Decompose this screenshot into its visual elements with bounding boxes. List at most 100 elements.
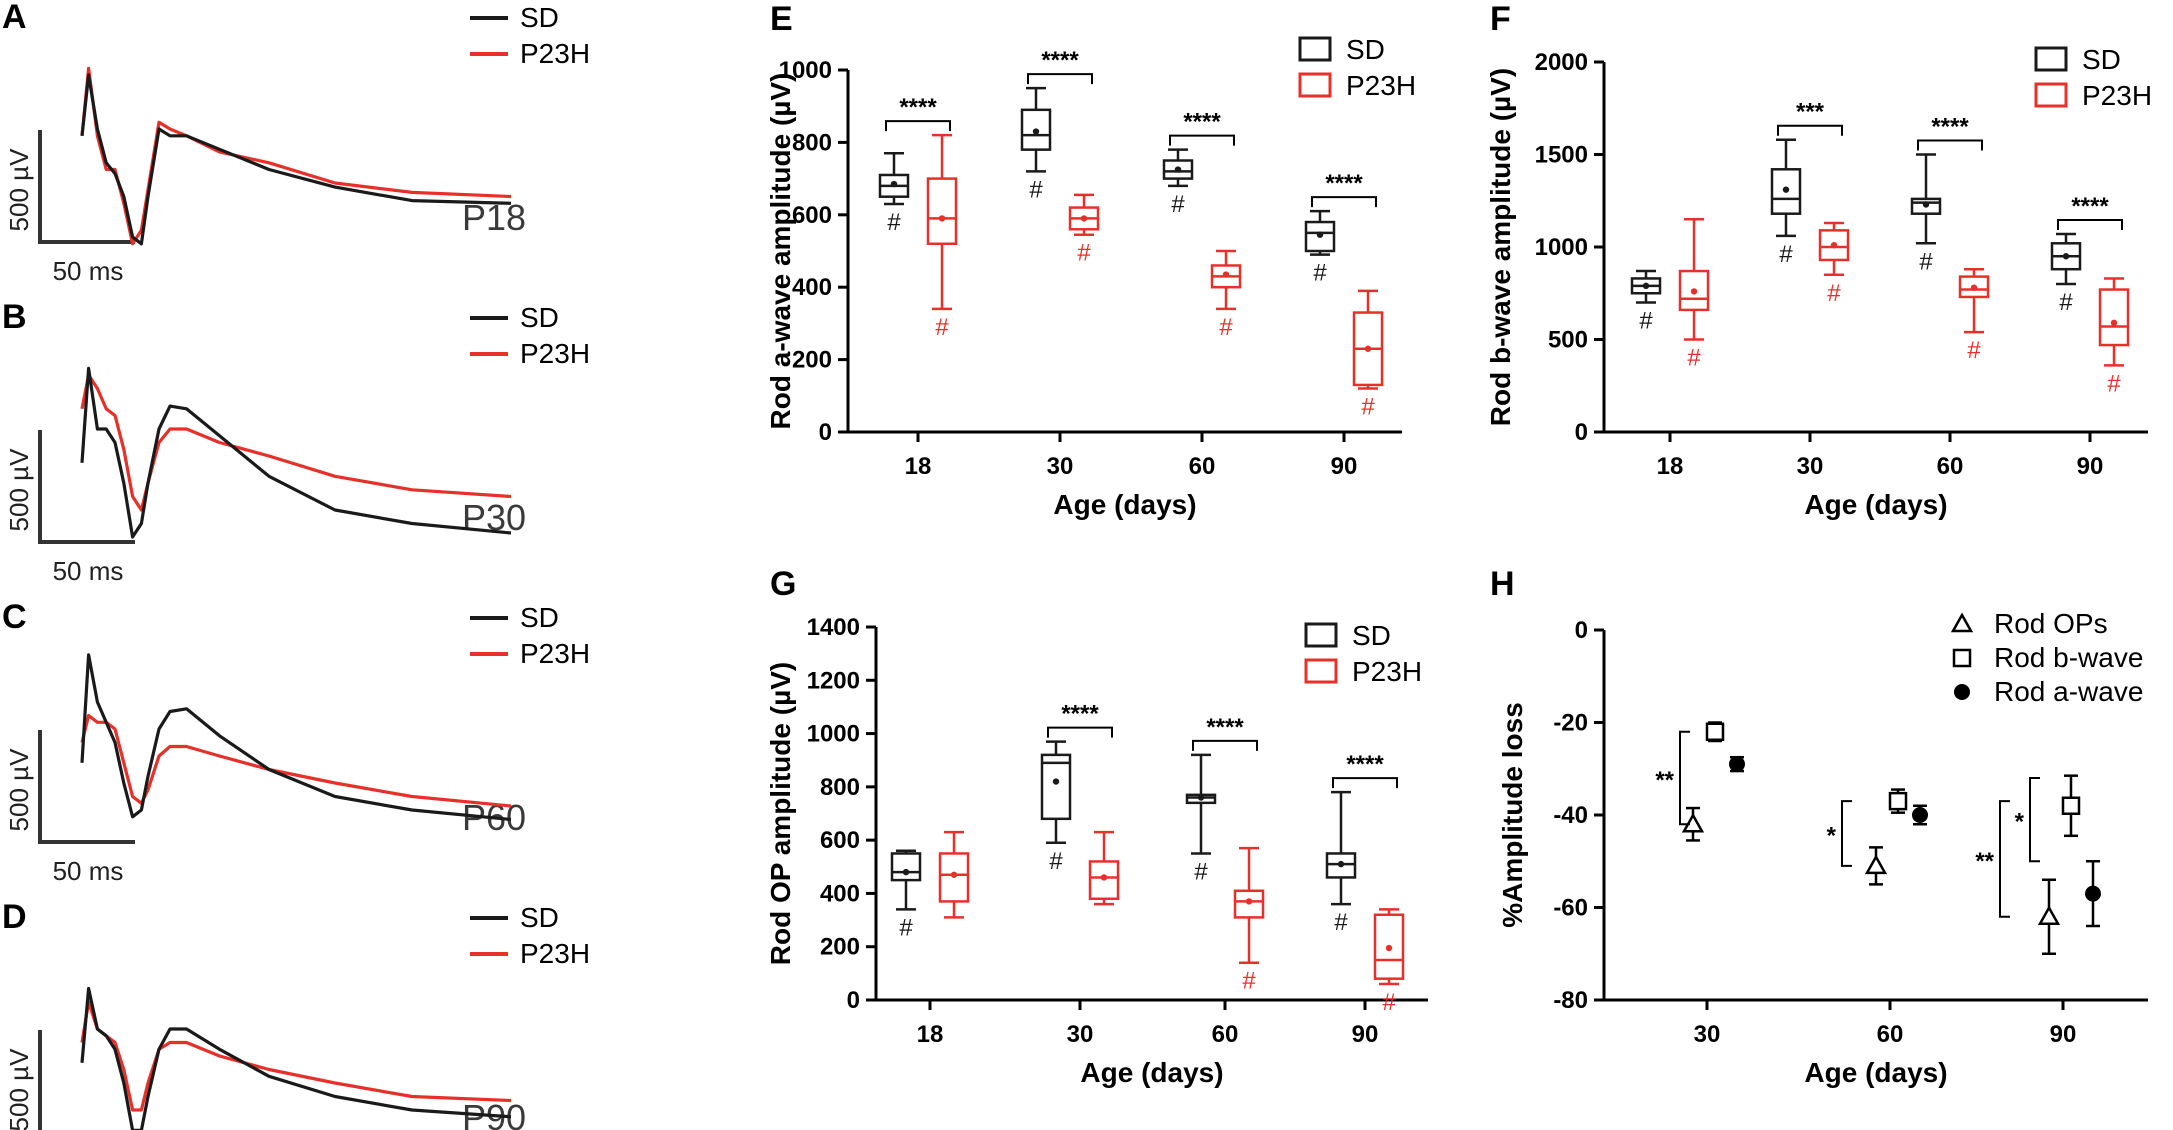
triangle-marker: [1867, 857, 1885, 873]
legend-sd-swatch: [2036, 48, 2066, 70]
legend-p23h-label: P23H: [520, 338, 590, 369]
y-tick-label: 200: [792, 347, 832, 374]
y-axis-title: %Amplitude loss: [1497, 702, 1528, 928]
p23h-box-90: #: [1354, 291, 1382, 421]
panel-label: H: [1490, 565, 1515, 603]
sd-box-18: #: [892, 851, 920, 942]
significance-bracket: [1842, 801, 1852, 866]
square-marker: [1707, 724, 1723, 740]
significance-bracket: [1312, 197, 1376, 207]
box-mean: [1691, 288, 1697, 294]
sd-box-18: #: [880, 153, 908, 236]
y-tick-label: -40: [1553, 802, 1588, 829]
y-tick-label: 0: [819, 419, 832, 446]
significance-bracket: [2058, 220, 2122, 230]
circle-marker: [2085, 886, 2101, 902]
legend-p23h-swatch: [1300, 74, 1330, 96]
legend-sd-label: SD: [520, 902, 559, 933]
p23h-box-30: [1090, 832, 1118, 904]
legend-p23h-label: P23H: [520, 638, 590, 669]
trace-panel-c: C500 µV50 msSDP23HP60: [2, 598, 590, 886]
y-tick-label: 1400: [807, 614, 860, 641]
legend-sd-swatch: [1300, 38, 1330, 60]
y-tick-label: -20: [1553, 710, 1588, 737]
square-point-30: [1707, 723, 1723, 742]
significance-hash: #: [1077, 240, 1091, 267]
y-tick-label: 2000: [1535, 49, 1588, 76]
box-mean: [1783, 186, 1789, 192]
circle-marker: [1912, 807, 1928, 823]
triangle-marker: [2040, 908, 2058, 924]
legend-label: Rod a-wave: [1994, 676, 2143, 707]
legend-p23h-label: P23H: [1352, 656, 1422, 687]
box-mean: [2063, 253, 2069, 259]
significance-label: ****: [1061, 701, 1099, 728]
x-axis-title: Age (days): [1804, 489, 1947, 520]
significance-hash: #: [935, 314, 949, 341]
box-mean: [951, 872, 957, 878]
p23h-trace: [82, 1002, 511, 1110]
legend-sd-label: SD: [1352, 620, 1391, 651]
significance-hash: #: [2059, 289, 2073, 316]
y-axis-title: Rod OP amplitude (µV): [765, 662, 796, 965]
x-tick-label: 60: [1937, 453, 1964, 480]
significance-hash: #: [1827, 280, 1841, 307]
scatter-panel-h: H0-20-40-60-80306090Age (days)%Amplitude…: [1490, 565, 2148, 1088]
box-iqr: [892, 853, 920, 880]
box-panel-f: F050010001500200018306090Age (days)Rod b…: [1485, 0, 2152, 520]
significance-bracket: [2030, 778, 2040, 861]
legend-p23h-swatch: [2036, 84, 2066, 106]
y-tick-label: -80: [1553, 987, 1588, 1014]
p23h-box-18: #: [928, 135, 956, 341]
p23h-box-90: #: [2100, 278, 2128, 397]
triangle-point-90: [2040, 880, 2058, 954]
y-tick-label: -60: [1553, 895, 1588, 922]
panel-label: F: [1490, 0, 1511, 38]
x-axis-title: Age (days): [1053, 489, 1196, 520]
y-tick-label: 200: [820, 934, 860, 961]
legend-p23h-label: P23H: [1346, 70, 1416, 101]
significance-label: ****: [1183, 109, 1221, 136]
sd-box-30: #: [1042, 742, 1070, 875]
p23h-box-60: #: [1212, 251, 1240, 341]
x-tick-label: 18: [905, 453, 932, 480]
box-mean: [1338, 861, 1344, 867]
scale-bar-voltage-label: 500 µV: [4, 148, 34, 232]
significance-bracket: [1680, 732, 1690, 825]
sd-box-30: #: [1772, 140, 1800, 268]
significance-hash: #: [1779, 241, 1793, 268]
triangle-marker: [1953, 615, 1971, 631]
significance-label: ***: [1796, 99, 1825, 126]
box-mean: [1971, 285, 1977, 291]
significance-hash: #: [899, 914, 913, 941]
square-marker: [1954, 650, 1970, 666]
y-tick-label: 400: [792, 274, 832, 301]
box-panel-e: E0200400600800100018306090Age (days)Rod …: [765, 0, 1416, 520]
significance-bracket: [1918, 141, 1982, 151]
x-tick-label: 30: [1067, 1021, 1094, 1048]
y-tick-label: 400: [820, 880, 860, 907]
x-axis-title: Age (days): [1080, 1057, 1223, 1088]
x-tick-label: 90: [1352, 1021, 1379, 1048]
x-tick-label: 18: [917, 1021, 944, 1048]
y-tick-label: 1200: [807, 667, 860, 694]
y-tick-label: 500: [1548, 327, 1588, 354]
sd-box-90: #: [2052, 234, 2080, 316]
y-tick-label: 600: [792, 202, 832, 229]
y-tick-label: 1500: [1535, 142, 1588, 169]
legend-sd-label: SD: [520, 302, 559, 333]
x-tick-label: 18: [1657, 453, 1684, 480]
trace-panel-b: B500 µV50 msSDP23HP30: [2, 298, 590, 586]
triangle-point-60: [1867, 847, 1885, 884]
significance-bracket: [1333, 778, 1397, 788]
significance-bracket: [1193, 741, 1257, 751]
significance-label: **: [1655, 767, 1674, 794]
significance-hash: #: [2107, 370, 2121, 397]
significance-label: ****: [1346, 751, 1384, 778]
y-tick-label: 800: [792, 129, 832, 156]
y-tick-label: 800: [820, 774, 860, 801]
significance-label: ****: [899, 94, 937, 121]
p23h-box-60: #: [1235, 848, 1263, 995]
scale-bar-voltage-label: 500 µV: [4, 1048, 34, 1130]
x-tick-label: 60: [1212, 1021, 1239, 1048]
